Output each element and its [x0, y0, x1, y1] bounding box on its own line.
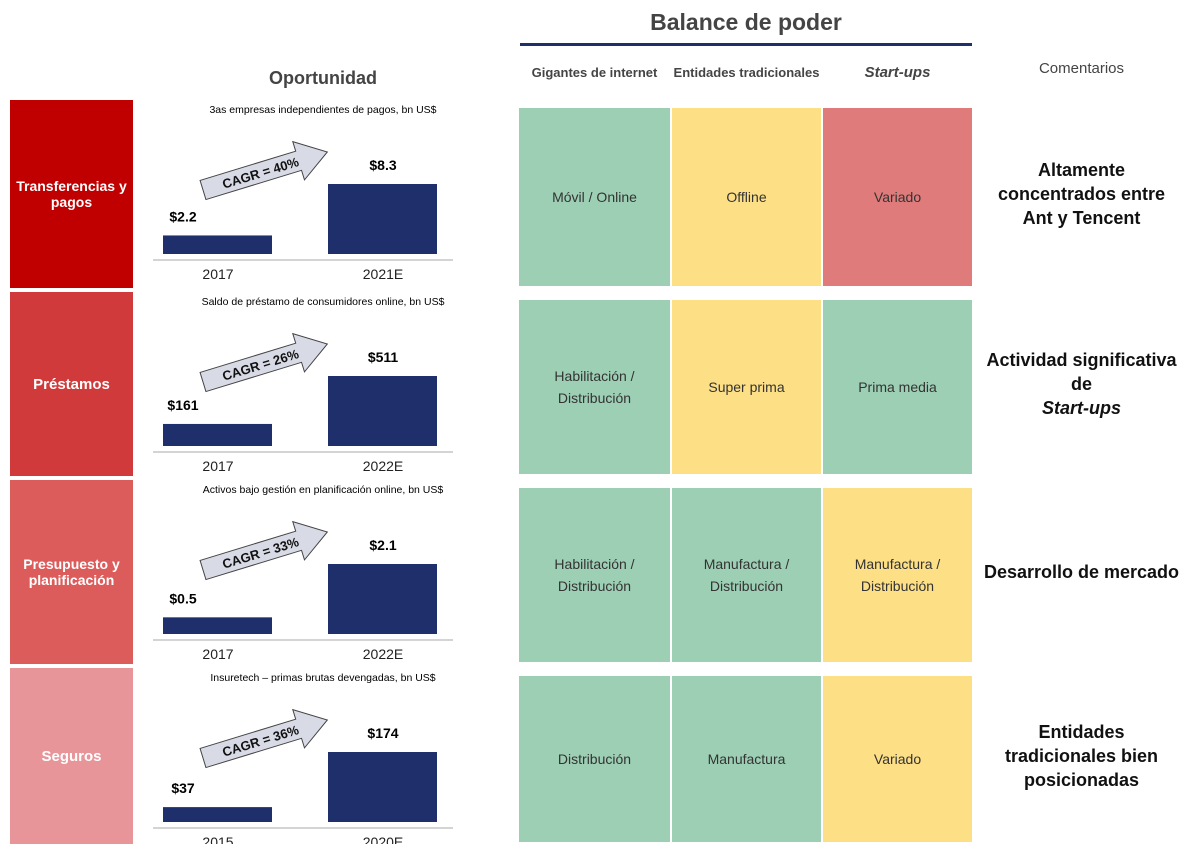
comment-text: Desarrollo de mercado: [983, 562, 1180, 582]
value-label: $8.3: [369, 157, 396, 173]
power-cell: Offline: [672, 108, 821, 286]
arrow-shape: [199, 140, 329, 201]
arrow-shape: [199, 520, 329, 581]
power-cell: Distribución: [519, 676, 670, 842]
power-cell: Manufactura / Distribución: [823, 488, 972, 662]
column-header: Gigantes de internet: [531, 64, 658, 80]
power-cell: Habilitación / Distribución: [519, 300, 670, 474]
column-header: Entidades tradicionales: [673, 64, 820, 80]
chart-title: 3as empresas independientes de pagos, bn…: [209, 104, 437, 116]
mini-chart: $161 2017 $511 2022E CAGR = 26%: [153, 332, 453, 474]
mini-chart: $37 2015 $174 2020E CAGR = 36%: [153, 708, 453, 844]
value-label: $161: [167, 397, 198, 413]
cagr-arrow: CAGR = 26%: [199, 332, 329, 393]
x-label: 2021E: [363, 266, 403, 282]
power-cell: Super prima: [672, 300, 821, 474]
power-cell: Variado: [823, 108, 972, 286]
bar: [328, 376, 437, 446]
x-label: 2015: [202, 834, 233, 844]
power-cell: Manufactura / Distribución: [672, 488, 821, 662]
value-label: $2.2: [169, 208, 196, 224]
power-cell: Manufactura: [672, 676, 821, 842]
x-label: 2022E: [363, 646, 403, 662]
comment-text: Altamente concentrados entre Ant y Tence…: [997, 160, 1166, 228]
x-label: 2017: [202, 266, 233, 282]
power-cell: Habilitación / Distribución: [519, 488, 670, 662]
x-label: 2017: [202, 646, 233, 662]
category-cell: Presupuesto y planificación: [10, 480, 133, 664]
comment: Desarrollo de mercado: [975, 480, 1188, 664]
power-cell: Prima media: [823, 300, 972, 474]
arrow-shape: [199, 708, 329, 769]
bar: [163, 807, 272, 822]
power-cell: Variado: [823, 676, 972, 842]
chart-title: Saldo de préstamo de consumidores online…: [201, 296, 445, 308]
cagr-arrow: CAGR = 40%: [199, 140, 329, 201]
bar: [328, 564, 437, 634]
category-cell: Préstamos: [10, 292, 133, 476]
category-cell: Transferencias y pagos: [10, 100, 133, 288]
value-label: $2.1: [369, 537, 396, 553]
cagr-arrow: CAGR = 36%: [199, 708, 329, 769]
chart-title: Activos bajo gestión en planificación on…: [202, 484, 444, 496]
value-label: $0.5: [169, 590, 196, 606]
bar: [163, 235, 272, 254]
header-rule: [520, 43, 972, 46]
balance-title: Balance de poder: [650, 8, 842, 35]
value-label: $37: [171, 780, 195, 796]
comment: Altamente concentrados entre Ant y Tence…: [975, 100, 1188, 288]
x-label: 2020E: [363, 834, 403, 844]
category-cell: Seguros: [10, 668, 133, 844]
x-label: 2017: [202, 458, 233, 474]
bar: [328, 752, 437, 822]
mini-chart: $0.5 2017 $2.1 2022E CAGR = 33%: [153, 520, 453, 662]
opportunity-title: Oportunidad: [269, 67, 377, 88]
x-label: 2022E: [363, 458, 403, 474]
bar: [163, 617, 272, 634]
comment-text: Start-ups: [1041, 398, 1121, 418]
value-label: $174: [367, 725, 398, 741]
comment-text: Entidades tradicionales bien posicionada…: [1004, 722, 1159, 790]
column-header: Start-ups: [864, 63, 931, 81]
bar: [163, 423, 272, 446]
power-cell: Móvil / Online: [519, 108, 670, 286]
comments-title: Comentarios: [1038, 59, 1125, 77]
comment: Actividad significativa de Start-ups: [975, 292, 1188, 476]
comment: Entidades tradicionales bien posicionada…: [975, 668, 1188, 844]
arrow-shape: [199, 332, 329, 393]
mini-chart: $2.2 2017 $8.3 2021E CAGR = 40%: [153, 140, 453, 282]
chart-title: Insuretech – primas brutas devengadas, b…: [210, 672, 436, 684]
bar: [328, 184, 437, 254]
comment-text: Actividad significativa de: [986, 350, 1177, 394]
cagr-arrow: CAGR = 33%: [199, 520, 329, 581]
value-label: $511: [368, 349, 399, 365]
